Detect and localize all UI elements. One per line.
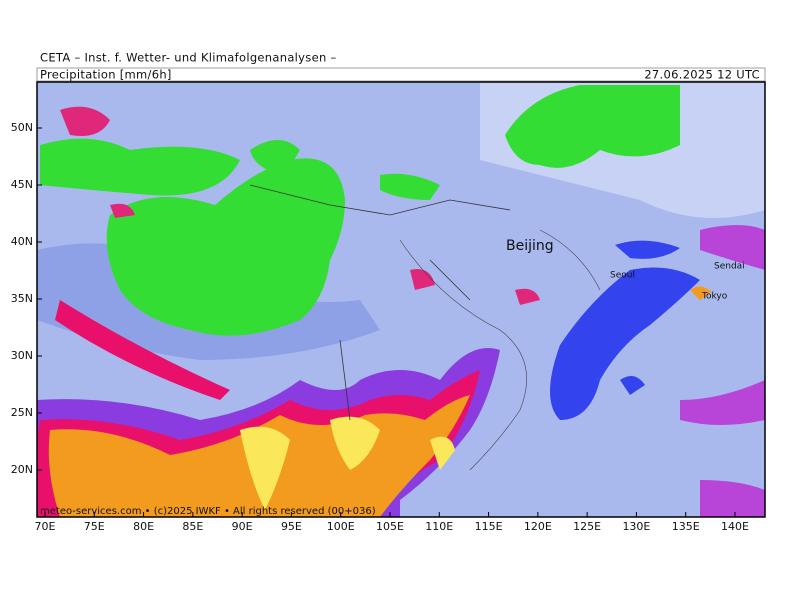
map-title: Precipitation [mm/6h] (40, 68, 172, 82)
city-label: Sendai (714, 262, 745, 272)
title-bar (36, 67, 766, 82)
city-label: Beijing (506, 238, 554, 254)
y-tick-label: 45N (11, 178, 33, 191)
y-tick-label: 20N (11, 463, 33, 476)
x-tick-label: 70E (35, 520, 56, 533)
x-tick-label: 90E (232, 520, 253, 533)
y-tick-label: 35N (11, 292, 33, 305)
x-tick-label: 100E (327, 520, 355, 533)
city-label: Seoul (610, 271, 635, 281)
x-tick-label: 140E (721, 520, 749, 533)
x-tick-label: 75E (84, 520, 105, 533)
x-tick-label: 80E (133, 520, 154, 533)
x-tick-label: 105E (376, 520, 404, 533)
header: CETA – Inst. f. Wetter- und Klimafolgena… (40, 51, 337, 65)
map-field (37, 82, 765, 517)
x-tick-label: 95E (281, 520, 302, 533)
y-tick-label: 40N (11, 235, 33, 248)
y-tick-label: 50N (11, 121, 33, 134)
y-tick-label: 25N (11, 406, 33, 419)
x-tick-label: 120E (524, 520, 552, 533)
x-tick-label: 125E (573, 520, 601, 533)
x-tick-label: 130E (622, 520, 650, 533)
y-tick-label: 30N (11, 349, 33, 362)
x-tick-label: 110E (425, 520, 453, 533)
x-tick-label: 135E (672, 520, 700, 533)
city-label: Tokyo (701, 292, 728, 302)
valid-time: 27.06.2025 12 UTC (644, 68, 760, 82)
x-tick-label: 115E (475, 520, 503, 533)
x-tick-label: 85E (182, 520, 203, 533)
footer-credit: meteo-services.com • (c)2025 IWKF • All … (40, 506, 376, 517)
